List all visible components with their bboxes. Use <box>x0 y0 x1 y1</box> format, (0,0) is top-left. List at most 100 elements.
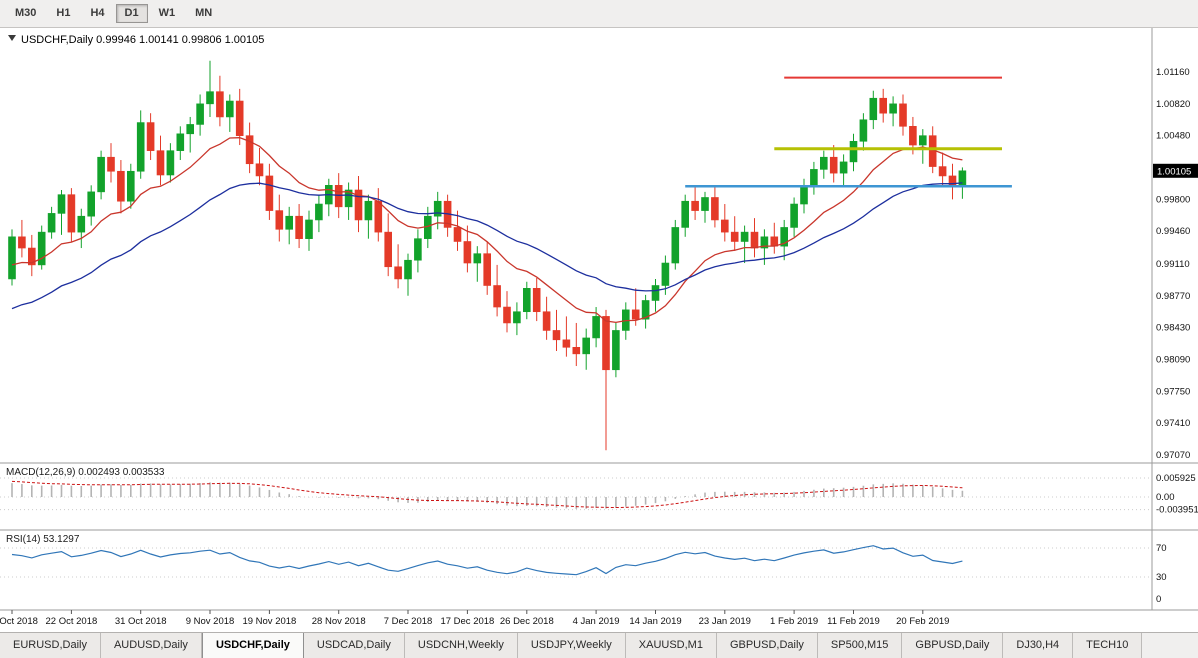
candle-body <box>641 300 650 320</box>
candle-body <box>97 156 105 193</box>
candle-body <box>780 227 789 247</box>
chart-window: 1.01160 1.00820 1.00480 0.99800 0.99460 0.991… <box>0 28 1198 632</box>
candle-body <box>27 247 36 266</box>
chart-plot-area[interactable] <box>0 28 1152 463</box>
candle-body <box>602 316 610 371</box>
candle-body <box>47 213 56 233</box>
candle-body <box>592 316 600 339</box>
candle-body <box>136 122 145 172</box>
price-scale[interactable] <box>1152 28 1198 610</box>
time-axis-label: 28 Nov 2018 <box>312 616 366 627</box>
tab-gbpusd-daily[interactable]: GBPUSD,Daily <box>902 633 1004 658</box>
candle-body <box>295 215 303 239</box>
tab-usdjpy-weekly[interactable]: USDJPY,Weekly <box>517 633 626 658</box>
current-price-box <box>1153 163 1198 178</box>
candle-body <box>87 191 95 217</box>
price-axis-label: 0.97750 <box>1156 386 1190 397</box>
time-axis-label: 4 Jan 2019 <box>573 616 620 627</box>
time-axis-label: 12 Oct 2018 <box>0 616 38 627</box>
candle-body <box>810 169 818 186</box>
tab-xauusd-m1[interactable]: XAUUSD,M1 <box>625 633 717 658</box>
candle-body <box>562 339 571 348</box>
tab-dj30-h4[interactable]: DJ30,H4 <box>1003 633 1074 658</box>
time-axis-label: 17 Dec 2018 <box>440 616 494 627</box>
candle-body <box>285 215 294 230</box>
tab-tech10[interactable]: TECH10 <box>1073 633 1143 658</box>
candle-body <box>255 163 264 177</box>
time-axis-label: 26 Dec 2018 <box>500 616 554 627</box>
timeframe-button-mn[interactable]: MN <box>186 4 221 23</box>
candle-body <box>156 150 165 176</box>
candle-body <box>216 91 224 118</box>
candle-body <box>760 236 769 249</box>
usdchf-daily-chart[interactable]: 1.01160 1.00820 1.00480 0.99800 0.99460 0.991… <box>0 28 1198 632</box>
tab-usdcnh-weekly[interactable]: USDCNH,Weekly <box>404 633 518 658</box>
price-axis-label: 0.98090 <box>1156 354 1190 365</box>
candle-body <box>720 219 729 233</box>
candle-body <box>57 194 66 214</box>
candle-body <box>315 203 323 221</box>
candle-body <box>107 156 115 172</box>
time-axis-label: 7 Dec 2018 <box>384 616 433 627</box>
candle-body <box>166 150 175 176</box>
candle-body <box>701 197 709 211</box>
timeframe-toolbar: M30 H1 H4 D1 W1 MN <box>0 0 1198 28</box>
candle-body <box>127 170 135 202</box>
timeframe-button-w1[interactable]: W1 <box>150 4 185 23</box>
candle-body <box>879 97 888 114</box>
candle-body <box>364 200 373 221</box>
rsi-scale-label: 30 <box>1156 572 1167 583</box>
rsi-scale-label: 0 <box>1156 594 1161 605</box>
candle-body <box>245 135 254 165</box>
macd-scale-label: 0.005925 <box>1156 473 1196 484</box>
chart-tab-bar: EURUSD,Daily AUDUSD,Daily USDCHF,Daily USDC… <box>0 632 1198 658</box>
timeframe-button-d1[interactable]: D1 <box>115 4 148 23</box>
timeframe-button-m30[interactable]: M30 <box>6 4 45 23</box>
candle-body <box>433 200 442 217</box>
candle-body <box>691 200 699 211</box>
tab-audusd-daily[interactable]: AUDUSD,Daily <box>100 633 202 658</box>
candle-body <box>226 100 234 118</box>
time-axis-label: 31 Oct 2018 <box>115 616 167 627</box>
candle-body <box>711 197 719 221</box>
time-axis-label: 23 Jan 2019 <box>699 616 751 627</box>
candle-body <box>681 200 690 228</box>
candle-body <box>37 231 46 266</box>
time-axis-label: 9 Nov 2018 <box>186 616 235 627</box>
tab-eurusd-daily[interactable]: EURUSD,Daily <box>0 633 101 658</box>
tab-usdcad-daily[interactable]: USDCAD,Daily <box>303 633 405 658</box>
candle-body <box>651 285 660 301</box>
price-axis-label: 0.98770 <box>1156 291 1190 302</box>
time-axis-label: 14 Jan 2019 <box>629 616 681 627</box>
candle-body <box>552 330 561 341</box>
candle-body <box>661 262 670 286</box>
candle-body <box>354 189 363 221</box>
rsi-scale-label: 70 <box>1156 543 1167 554</box>
chart-title: USDCHF,Daily 0.99946 1.00141 0.99806 1.0… <box>21 34 264 46</box>
tab-gbpusd-daily[interactable]: GBPUSD,Daily <box>716 633 818 658</box>
candle-body <box>800 185 808 205</box>
candle-body <box>899 103 907 127</box>
tab-usdchf-daily[interactable]: USDCHF,Daily <box>201 633 304 658</box>
tab-sp500-m15[interactable]: SP500,M15 <box>817 633 903 658</box>
macd-scale-label: 0.00 <box>1156 492 1175 503</box>
candle-body <box>77 215 86 233</box>
candle-body <box>146 122 155 151</box>
macd-scale-label: -0.003951 <box>1156 505 1198 516</box>
candle-body <box>67 194 76 233</box>
candle-body <box>374 200 383 233</box>
candle-body <box>790 203 798 228</box>
candle-body <box>572 347 581 355</box>
candle-body <box>473 253 482 264</box>
candle-body <box>829 156 838 174</box>
time-axis-label: 19 Nov 2018 <box>242 616 296 627</box>
candle-body <box>859 119 868 142</box>
rsi-line <box>11 545 963 576</box>
timeframe-button-h1[interactable]: H1 <box>47 4 79 23</box>
candle-body <box>909 126 917 146</box>
candle-body <box>542 311 551 331</box>
timeframe-button-h4[interactable]: H4 <box>81 4 113 23</box>
candle-body <box>522 288 531 313</box>
candle-body <box>869 97 878 121</box>
